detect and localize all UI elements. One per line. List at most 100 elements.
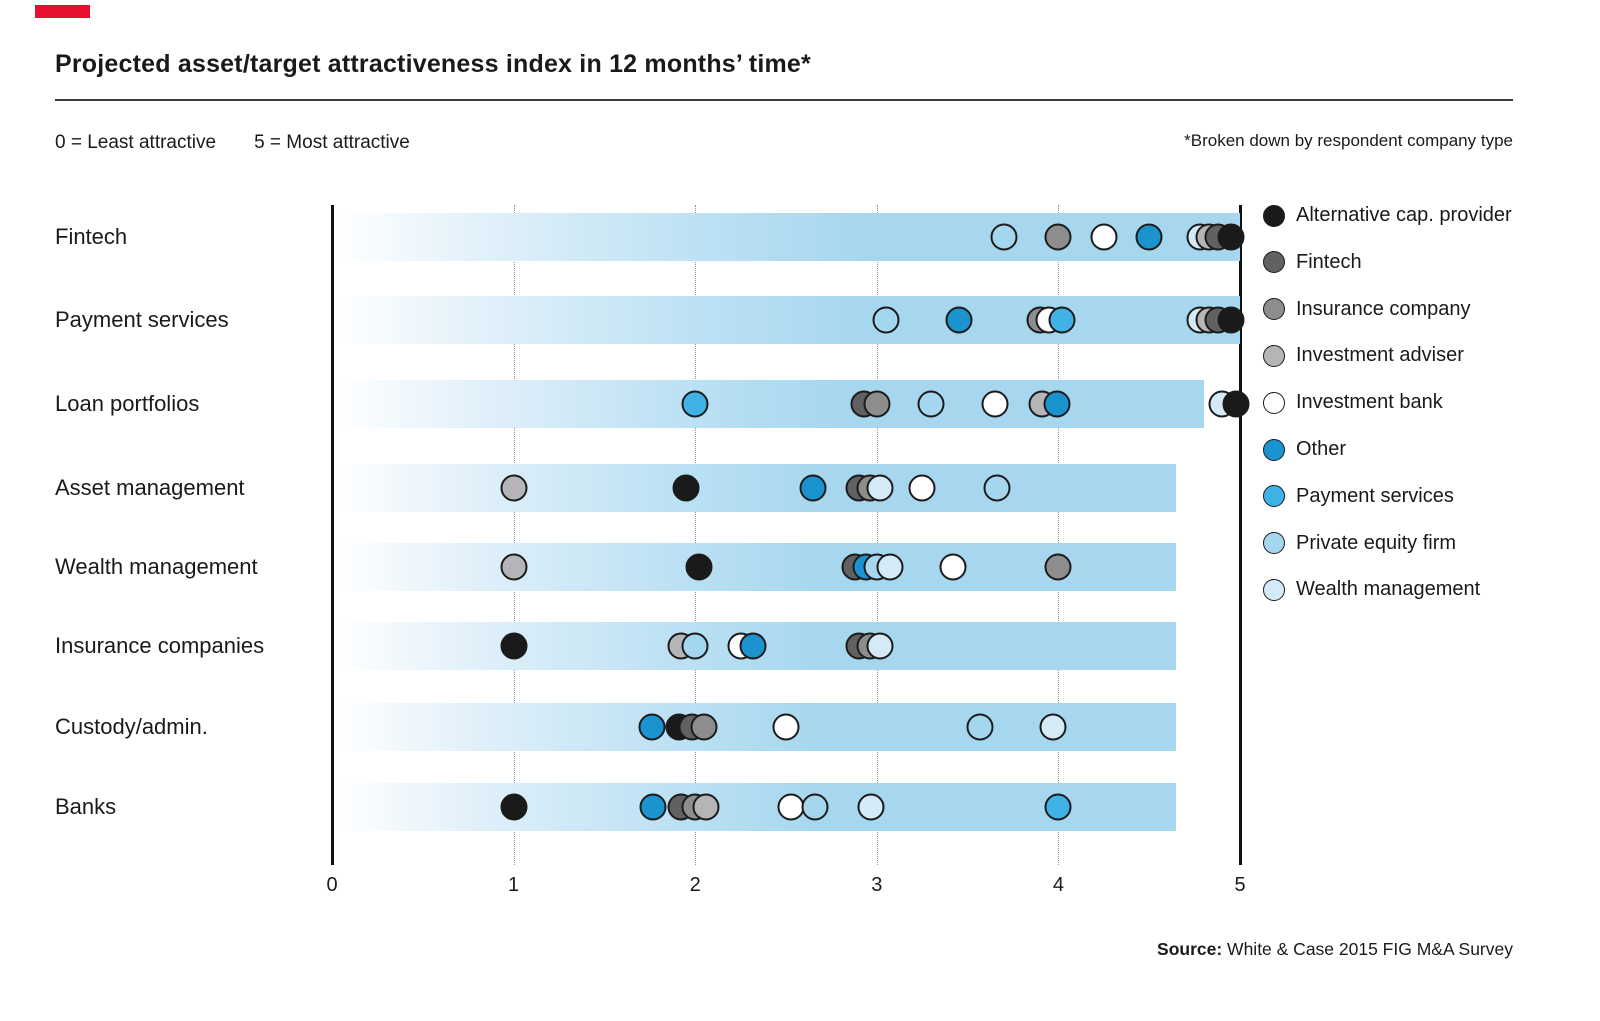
- row-band: [340, 380, 1204, 428]
- data-point-inv_bank: [1090, 223, 1118, 251]
- gridline-4: [1058, 205, 1060, 865]
- legend-item-payment: Payment services: [1263, 485, 1454, 508]
- data-point-inv_bank: [772, 713, 800, 741]
- x-tick-label: 5: [1234, 874, 1246, 896]
- x-tick-label: 2: [689, 874, 701, 896]
- data-point-pe: [872, 306, 900, 334]
- data-point-other: [1135, 223, 1163, 251]
- data-point-payment: [1044, 793, 1072, 821]
- legend-label: Investment bank: [1296, 391, 1443, 414]
- legend-item-adviser: Investment adviser: [1263, 344, 1464, 367]
- scale-note: 0 = Least attractive 5 = Most attractive: [55, 132, 448, 154]
- data-point-other: [945, 306, 973, 334]
- row-label: Custody/admin.: [55, 714, 208, 739]
- row-label: Fintech: [55, 224, 128, 249]
- legend-label: Wealth management: [1296, 578, 1481, 601]
- legend-label: Fintech: [1296, 250, 1362, 273]
- data-point-pe: [681, 632, 709, 660]
- y-axis-line: [331, 205, 334, 865]
- scale-note-least: 0 = Least attractive: [55, 132, 217, 153]
- legend-label: Private equity firm: [1296, 531, 1457, 554]
- title-divider: [55, 99, 1513, 101]
- data-point-wealth: [866, 632, 894, 660]
- legend-swatch-inv_bank: [1263, 391, 1285, 414]
- legend-swatch-other: [1263, 438, 1285, 461]
- legend-label: Payment services: [1296, 484, 1454, 507]
- data-point-insurance: [1044, 553, 1072, 581]
- data-point-other: [739, 632, 767, 660]
- data-point-wealth: [857, 793, 885, 821]
- data-point-alt_cap: [500, 632, 528, 660]
- legend-swatch-wealth: [1263, 578, 1285, 601]
- row-band: [340, 783, 1177, 831]
- data-point-other: [639, 793, 667, 821]
- data-point-insurance: [863, 390, 891, 418]
- legend-swatch-fintech: [1263, 251, 1285, 274]
- legend-swatch-alt_cap: [1263, 204, 1285, 227]
- data-point-pe: [801, 793, 829, 821]
- legend-label: Alternative cap. provider: [1296, 204, 1512, 226]
- legend-item-other: Other: [1263, 438, 1346, 461]
- data-point-other: [638, 713, 666, 741]
- legend-item-wealth: Wealth management: [1263, 578, 1480, 601]
- data-point-inv_bank: [908, 474, 936, 502]
- gridline-3: [876, 205, 878, 865]
- data-point-alt_cap: [685, 553, 713, 581]
- legend-item-insurance: Insurance company: [1263, 298, 1471, 321]
- data-point-alt_cap: [500, 793, 528, 821]
- x-tick-label: 0: [326, 874, 338, 896]
- x-tick-label: 4: [1052, 874, 1064, 896]
- row-label: Banks: [55, 794, 117, 819]
- source-text: White & Case 2015 FIG M&A Survey: [1222, 939, 1513, 959]
- data-point-alt_cap: [1222, 390, 1250, 418]
- legend-swatch-pe: [1263, 532, 1285, 555]
- row-label: Payment services: [55, 307, 229, 332]
- data-point-alt_cap: [1217, 223, 1245, 251]
- scale-note-most: 5 = Most attractive: [254, 132, 410, 153]
- footnote: *Broken down by respondent company type: [1184, 131, 1513, 150]
- legend-label: Insurance company: [1296, 297, 1471, 320]
- row-band: [340, 296, 1240, 344]
- row-band: [340, 543, 1177, 591]
- legend-item-pe: Private equity firm: [1263, 532, 1456, 555]
- data-point-adviser: [500, 553, 528, 581]
- data-point-pe: [917, 390, 945, 418]
- row-band: [340, 703, 1177, 751]
- row-label: Insurance companies: [55, 633, 265, 658]
- gridline-1: [513, 205, 515, 865]
- max-axis-line: [1239, 205, 1242, 865]
- data-point-inv_bank: [777, 793, 805, 821]
- data-point-payment: [681, 390, 709, 418]
- data-point-other: [799, 474, 827, 502]
- brand-accent-bar: [35, 5, 90, 18]
- x-tick-label: 3: [871, 874, 883, 896]
- data-point-wealth: [1039, 713, 1067, 741]
- legend-swatch-payment: [1263, 485, 1285, 508]
- gridline-2: [695, 205, 697, 865]
- row-band: [340, 213, 1240, 261]
- legend-item-inv_bank: Investment bank: [1263, 391, 1443, 414]
- legend-item-fintech: Fintech: [1263, 251, 1362, 274]
- chart-title: Projected asset/target attractiveness in…: [55, 50, 811, 78]
- data-point-inv_bank: [939, 553, 967, 581]
- data-point-pe: [966, 713, 994, 741]
- row-label: Asset management: [55, 475, 245, 500]
- data-point-adviser: [500, 474, 528, 502]
- data-point-alt_cap: [1217, 306, 1245, 334]
- source-label: Source:: [1157, 939, 1223, 959]
- data-point-payment: [1048, 306, 1076, 334]
- legend-label: Investment adviser: [1296, 344, 1464, 367]
- source-note: Source: White & Case 2015 FIG M&A Survey: [1157, 939, 1513, 960]
- data-point-alt_cap: [672, 474, 700, 502]
- data-point-inv_bank: [981, 390, 1009, 418]
- legend-swatch-adviser: [1263, 344, 1285, 367]
- data-point-pe: [990, 223, 1018, 251]
- data-point-wealth: [876, 553, 903, 581]
- data-point-other: [1043, 390, 1071, 418]
- x-tick-label: 1: [508, 874, 520, 896]
- data-point-insurance: [690, 713, 718, 741]
- row-label: Loan portfolios: [55, 391, 200, 416]
- data-point-insurance: [1044, 223, 1072, 251]
